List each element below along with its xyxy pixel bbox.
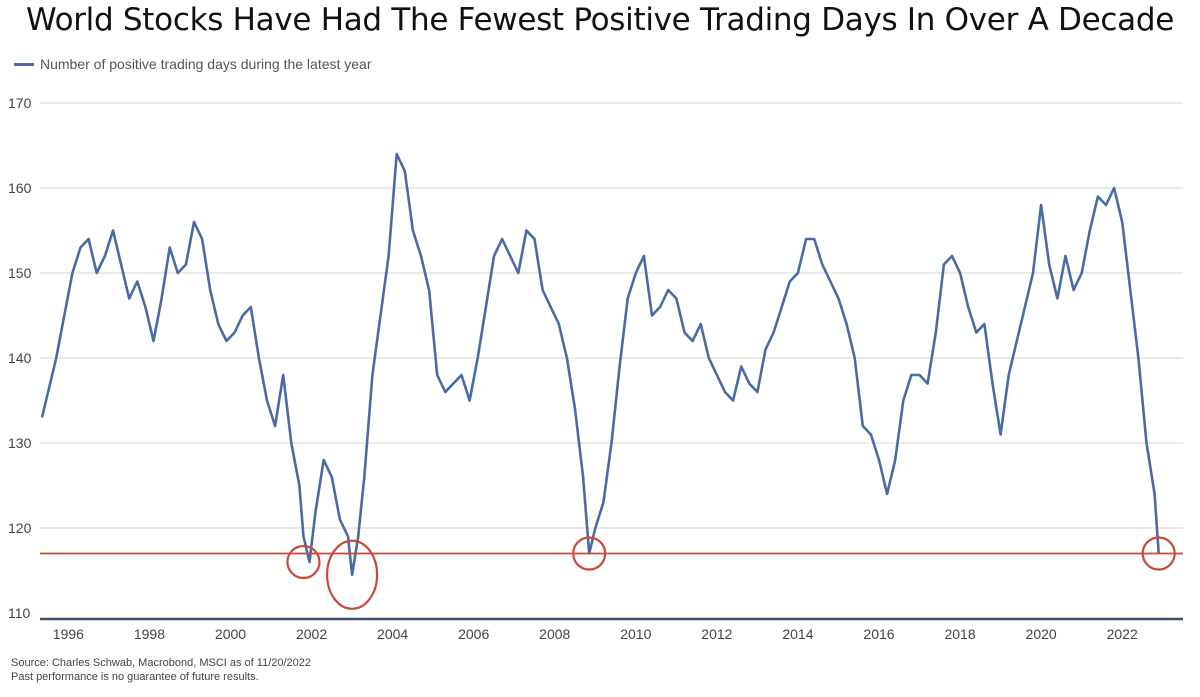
- x-tick-label: 2008: [539, 626, 570, 642]
- y-tick-label: 130: [8, 435, 32, 451]
- x-tick-label: 2004: [377, 626, 408, 642]
- grid-lines: [40, 102, 1183, 529]
- x-tick-label: 2016: [863, 626, 894, 642]
- x-tick-label: 2018: [944, 626, 975, 642]
- disclaimer-line: Past performance is no guarantee of futu…: [11, 671, 259, 683]
- x-tick-label: 2002: [296, 626, 327, 642]
- series-line: [40, 152, 1160, 577]
- x-tick-label: 1996: [53, 626, 84, 642]
- highlight-circle: [325, 539, 379, 610]
- x-tick-label: 2022: [1107, 626, 1138, 642]
- x-tick-label: 1998: [134, 626, 165, 642]
- highlight-circle: [572, 536, 607, 571]
- legend: Number of positive trading days during t…: [14, 56, 372, 72]
- y-tick-label: 140: [8, 350, 32, 366]
- series-layer: [40, 152, 1160, 577]
- x-tick-label: 2010: [620, 626, 651, 642]
- highlight-circles: [286, 536, 1176, 610]
- line-chart: 110 120 130 140 150 160 170 1996 1998 2000 2002 20…: [8, 95, 1183, 642]
- y-axis-ticks: 110 120 130 140 150 160 170: [8, 95, 32, 621]
- x-axis-ticks: 1996 1998 2000 2002 2004 2006 2008 2010 2012 2014…: [53, 626, 1138, 642]
- x-tick-label: 2000: [215, 626, 246, 642]
- highlight-circle: [286, 544, 321, 580]
- x-tick-label: 2012: [701, 626, 732, 642]
- x-tick-label: 2020: [1026, 626, 1057, 642]
- y-tick-label: 160: [8, 180, 32, 196]
- x-tick-label: 2006: [458, 626, 489, 642]
- chart-title: World Stocks Have Had The Fewest Positiv…: [26, 2, 1174, 38]
- y-tick-label: 170: [8, 95, 32, 111]
- y-tick-label: 150: [8, 265, 32, 281]
- highlight-circle: [1141, 536, 1176, 571]
- source-note: Source: Charles Schwab, Macrobond, MSCI …: [11, 656, 311, 684]
- legend-swatch: [14, 62, 34, 66]
- legend-label: Number of positive trading days during t…: [40, 56, 372, 72]
- y-tick-label: 110: [8, 605, 31, 621]
- x-tick-label: 2014: [782, 626, 813, 642]
- source-line: Source: Charles Schwab, Macrobond, MSCI …: [11, 657, 312, 669]
- y-tick-label: 120: [8, 520, 32, 536]
